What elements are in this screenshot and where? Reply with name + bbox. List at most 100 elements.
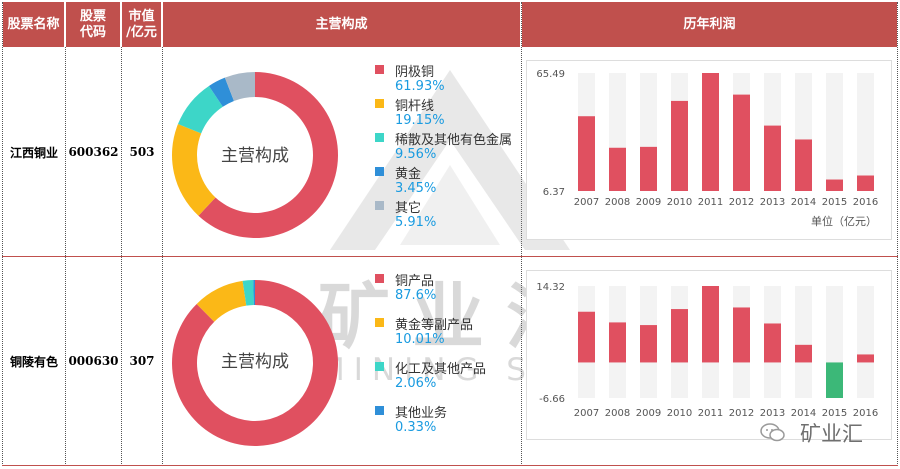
legend-item: 化工及其他产品 2.06%: [375, 358, 521, 400]
unit-label: 单位（亿元）: [811, 215, 877, 228]
donut-slices: [172, 72, 338, 238]
legend-label: 其他业务: [395, 406, 448, 421]
legend-value: 2.06%: [395, 376, 437, 391]
profit-bar: [733, 94, 750, 191]
column-divider: [2, 2, 3, 466]
legend-swatch: [375, 133, 384, 142]
y-tick-label: 14.32: [536, 282, 565, 293]
x-tick-label: 2008: [605, 408, 630, 419]
legend-swatch: [375, 201, 384, 210]
x-tick-label: 2009: [636, 408, 661, 419]
profit-bar: [702, 286, 719, 363]
donut-slice: [196, 280, 247, 322]
column-divider: [521, 2, 522, 466]
x-tick-label: 2013: [760, 197, 785, 208]
legend-item: 阴极铜 61.93%: [375, 61, 521, 94]
legend-item: 黄金 3.45%: [375, 163, 521, 196]
header-stock-name: 股票名称: [3, 2, 64, 47]
legend-label: 铜产品: [395, 274, 435, 289]
profit-bar: [671, 309, 688, 363]
profit-bar: [826, 179, 843, 191]
legend-label: 黄金等副产品: [395, 318, 474, 333]
legend-swatch: [375, 406, 384, 415]
profit-bar: [764, 125, 781, 191]
legend-item: 稀散及其他有色金属 9.56%: [375, 129, 521, 162]
legend-item: 黄金等副产品 10.01%: [375, 314, 521, 356]
x-tick-label: 2012: [729, 408, 754, 419]
legend-value: 10.01%: [395, 332, 445, 347]
legend-item: 其他业务 0.33%: [375, 402, 521, 440]
donut-slice: [177, 85, 223, 134]
stock-name-cell: 江西铜业: [9, 145, 58, 160]
legend-item: 铜产品 87.6%: [375, 270, 521, 312]
x-tick-label: 2009: [636, 197, 661, 208]
donut-slice: [242, 280, 254, 306]
legend-swatch: [375, 65, 384, 74]
legend-value: 87.6%: [395, 288, 437, 303]
donut-slice: [224, 72, 255, 101]
bar-track: [857, 286, 874, 398]
profit-bar: [609, 147, 626, 191]
donut-legend-tongling: 铜产品 87.6% 黄金等副产品 10.01% 化工及其他产品 2.06% 其他业务 0.33…: [375, 270, 521, 440]
x-tick-label: 2010: [667, 408, 692, 419]
stock-code-cell: 000630: [68, 354, 119, 368]
header-market-cap-line1: 市值: [128, 8, 155, 24]
profit-bars: 65.49 6.37 2007 2008 2009 2010 2011 2012 2013 201…: [536, 69, 878, 208]
profit-bar: [640, 325, 657, 363]
legend-label: 稀散及其他有色金属: [395, 133, 513, 148]
row-divider: [2, 465, 898, 466]
profit-bar: [671, 100, 688, 191]
legend-value: 0.33%: [395, 420, 437, 435]
legend-value: 19.15%: [395, 113, 445, 128]
donut-slice: [171, 280, 338, 446]
y-tick-label: 65.49: [536, 69, 565, 80]
profit-bar: [640, 146, 657, 191]
x-tick-label: 2014: [791, 197, 816, 208]
profit-bar: [826, 362, 843, 398]
x-tick-label: 2014: [791, 408, 816, 419]
stock-name-cell: 铜陵有色: [9, 354, 58, 369]
x-tick-label: 2016: [853, 197, 878, 208]
legend-label: 化工及其他产品: [395, 362, 487, 377]
donut-chart-tongling: 主营构成: [171, 280, 338, 446]
header-stock-code-line1: 股票: [79, 8, 106, 24]
legend-item: 铜杆线 19.15%: [375, 95, 521, 128]
header-business-composition: 主营构成: [163, 2, 520, 47]
profit-bars: 14.32 -6.66 2007 2008 2009 2010 2011 2012 2013 20…: [536, 282, 878, 419]
profit-bar: [795, 139, 812, 191]
x-tick-label: 2008: [605, 197, 630, 208]
x-tick-label: 2011: [698, 408, 723, 419]
donut-slices: [171, 280, 338, 446]
x-tick-label: 2007: [574, 408, 599, 419]
profit-bar: [733, 307, 750, 363]
x-tick-label: 2012: [729, 197, 754, 208]
donut-center-label: 主营构成: [221, 352, 289, 372]
donut-slice: [172, 124, 216, 216]
donut-chart-jiangxi: 主营构成: [172, 72, 338, 238]
bar-track: [795, 286, 812, 398]
legend-value: 61.93%: [395, 79, 445, 94]
profit-bar: [795, 344, 812, 363]
x-tick-label: 2015: [822, 408, 847, 419]
x-tick-label: 2010: [667, 197, 692, 208]
legend-label: 其它: [395, 201, 422, 216]
profit-bar: [578, 311, 595, 363]
x-tick-label: 2016: [853, 408, 878, 419]
header-stock-code-line2: 代码: [79, 24, 106, 40]
header-market-cap: 市值 /亿元: [122, 2, 161, 47]
profit-chart-jiangxi: 65.49 6.37 2007 2008 2009 2010 2011 2012 2013 201…: [526, 60, 892, 240]
profit-chart-tongling: 14.32 -6.66 2007 2008 2009 2010 2011 2012 2013 20…: [526, 270, 892, 440]
donut-slice: [198, 72, 338, 238]
legend-label: 阴极铜: [395, 65, 435, 80]
profit-bar: [764, 323, 781, 363]
column-divider: [897, 2, 898, 466]
bar-track: [826, 73, 843, 191]
x-tick-label: 2013: [760, 408, 785, 419]
legend-value: 5.91%: [395, 215, 437, 230]
market-cap-cell: 307: [129, 354, 155, 368]
x-tick-label: 2015: [822, 197, 847, 208]
header-annual-profit: 历年利润: [522, 2, 897, 47]
profit-bar: [702, 73, 719, 191]
header-market-cap-line2: /亿元: [126, 24, 157, 40]
